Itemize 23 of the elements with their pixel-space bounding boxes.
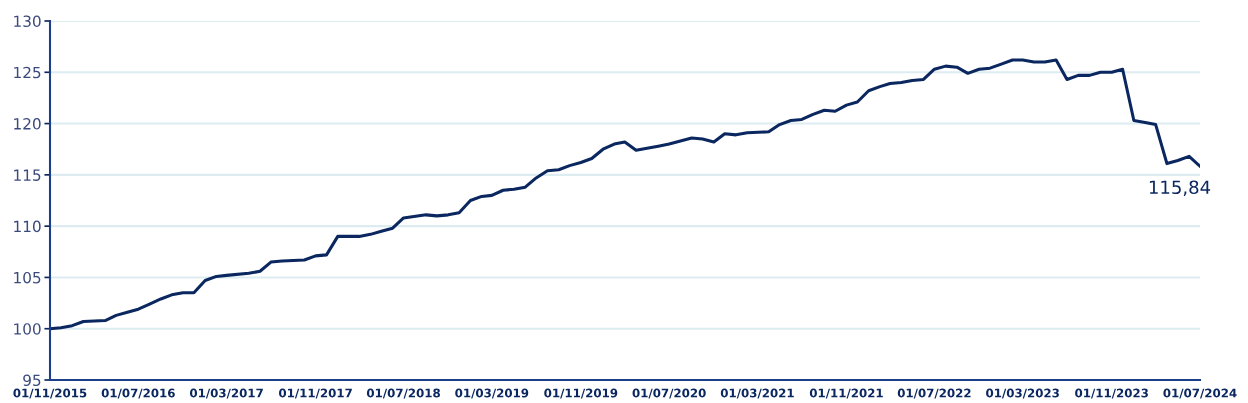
x-tick-label: 01/11/2019 <box>544 388 618 399</box>
annotation: 115,84 <box>1149 180 1211 196</box>
x-tick-label: 01/03/2017 <box>189 388 263 399</box>
x-tick-label: 01/07/2022 <box>897 388 971 399</box>
y-tick-label: 120 <box>14 118 41 130</box>
x-tick-label: 01/07/2020 <box>632 388 706 399</box>
y-tick-label: 115 <box>14 169 41 181</box>
x-tick-label: 01/03/2019 <box>455 388 529 399</box>
y-tick-label: 110 <box>14 220 41 233</box>
y-tick-label: 130 <box>14 15 41 28</box>
x-tick-label: 01/03/2023 <box>986 388 1059 399</box>
y-tick-label: 125 <box>14 66 41 79</box>
x-tick-label: 01/03/2021 <box>720 388 794 399</box>
y-tick-label: 95 <box>23 374 41 387</box>
y-tick-label: 105 <box>14 271 41 284</box>
x-tick-label: 01/07/2018 <box>366 388 440 399</box>
x-tick-label: 01/11/2021 <box>809 388 883 399</box>
x-tick-label: 01/11/2017 <box>279 388 352 399</box>
y-tick-label: 100 <box>14 323 41 335</box>
x-tick-label: 01/11/2023 <box>1075 388 1148 399</box>
x-tick-label: 01/07/2016 <box>101 388 175 399</box>
x-tick-label: 01/07/2024 <box>1163 388 1237 399</box>
x-tick-label: 01/11/2015 <box>13 388 87 399</box>
